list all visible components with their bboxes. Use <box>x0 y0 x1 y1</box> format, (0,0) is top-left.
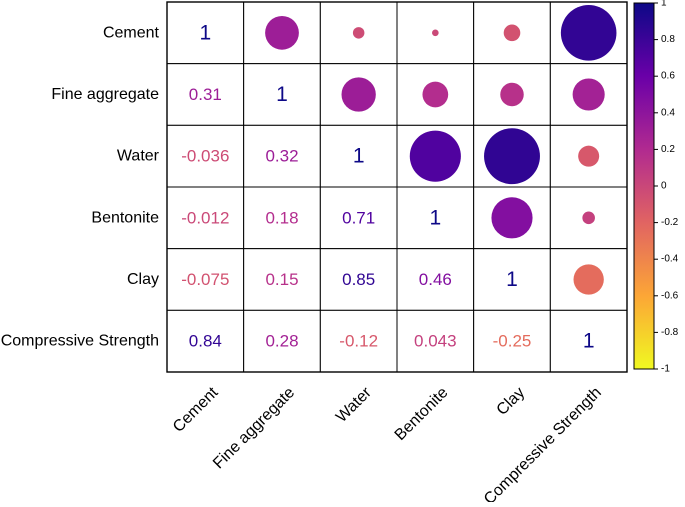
row-label: Compressive Strength <box>1 333 159 350</box>
matrix-cell <box>166 248 245 311</box>
correlation-circle <box>572 78 605 111</box>
colorbar-tick-label: -0.4 <box>661 254 679 265</box>
correlation-value: 0.84 <box>189 332 222 351</box>
column-label: Water <box>333 384 375 426</box>
correlation-value: 0.31 <box>189 85 222 104</box>
matrix-cell <box>396 248 475 311</box>
matrix-cell <box>319 248 398 311</box>
matrix-cells <box>166 1 628 373</box>
matrix-cell <box>166 309 245 373</box>
correlation-circle <box>578 145 600 167</box>
correlation-circle <box>500 82 524 107</box>
colorbar-tick-label: 0.8 <box>661 34 675 45</box>
correlation-value: 0.28 <box>265 332 298 351</box>
correlation-circle <box>352 27 365 39</box>
correlation-value: 0.15 <box>265 270 298 289</box>
colorbar-tick-label: -0.6 <box>661 290 679 301</box>
correlation-value: -0.075 <box>181 270 229 289</box>
correlation-value: 0.46 <box>419 270 452 289</box>
correlation-value: -0.012 <box>181 208 229 227</box>
correlation-value: 0.85 <box>342 270 375 289</box>
correlation-value: 0.043 <box>414 332 457 351</box>
column-label: Bentonite <box>392 384 452 444</box>
correlation-value: 1 <box>583 330 595 353</box>
column-label: Clay <box>494 384 529 419</box>
colorbar-tick-label: -0.2 <box>661 217 679 228</box>
matrix-cell <box>243 63 321 126</box>
matrix-cell <box>243 186 321 250</box>
matrix-cell <box>166 1 245 65</box>
correlation-value: 1 <box>429 206 441 229</box>
correlation-circle <box>265 15 299 50</box>
correlation-circle <box>484 128 540 185</box>
correlation-circle <box>409 130 461 182</box>
correlation-circle <box>503 24 521 42</box>
matrix-cell <box>319 186 398 250</box>
row-label: Clay <box>127 271 159 288</box>
correlation-value: 1 <box>506 268 518 291</box>
matrix-marks: 1 0.31 1 -0.036 0.32 1 -0.012 0.18 0.71 1 -0.075 0.… <box>181 5 617 353</box>
colorbar-tick-label: -1 <box>661 364 670 375</box>
row-label: Water <box>117 148 160 165</box>
column-label: Fine aggregate <box>210 384 298 472</box>
matrix-cell <box>166 186 245 250</box>
correlation-circle <box>560 5 617 61</box>
column-label: Cement <box>170 384 222 436</box>
matrix-cell <box>396 186 475 250</box>
row-label: Bentonite <box>91 209 159 226</box>
correlation-circle <box>582 211 595 225</box>
matrix-frame <box>166 1 628 373</box>
correlation-value: -0.25 <box>493 332 532 351</box>
correlation-value: 1 <box>199 21 211 44</box>
correlation-value: 1 <box>276 83 288 106</box>
correlation-value: -0.12 <box>339 332 378 351</box>
matrix-cell <box>473 248 551 311</box>
colorbar-tick-label: 0.6 <box>661 71 675 82</box>
colorbar-tick-label: -0.8 <box>661 327 679 338</box>
matrix-cell <box>549 309 628 373</box>
row-labels: Cement Fine aggregate Water Bentonite Clay Co… <box>1 24 160 349</box>
colorbar-tick-label: 0.2 <box>661 144 675 155</box>
colorbar-tick-label: 0.4 <box>661 107 675 118</box>
row-label: Fine aggregate <box>51 86 159 103</box>
correlation-value: 1 <box>353 145 365 168</box>
colorbar-tick-label: 0 <box>661 181 667 192</box>
correlation-value: -0.036 <box>181 147 229 166</box>
correlation-circle <box>432 29 439 37</box>
correlation-circle <box>573 264 604 295</box>
correlation-circle <box>341 77 376 112</box>
colorbar: 1 0.8 0.6 0.4 0.2 0 -0.2 -0.4 -0.6 -0.8 -1 <box>633 0 679 375</box>
correlation-value: 0.18 <box>265 208 298 227</box>
row-label: Cement <box>103 24 160 41</box>
correlation-circle <box>491 197 533 239</box>
correlation-value: 0.32 <box>265 147 298 166</box>
colorbar-gradient <box>633 2 655 370</box>
colorbar-tick-label: 1 <box>661 0 667 9</box>
matrix-cell <box>243 124 321 188</box>
correlation-circle <box>422 81 449 108</box>
correlation-value: 0.71 <box>342 208 375 227</box>
